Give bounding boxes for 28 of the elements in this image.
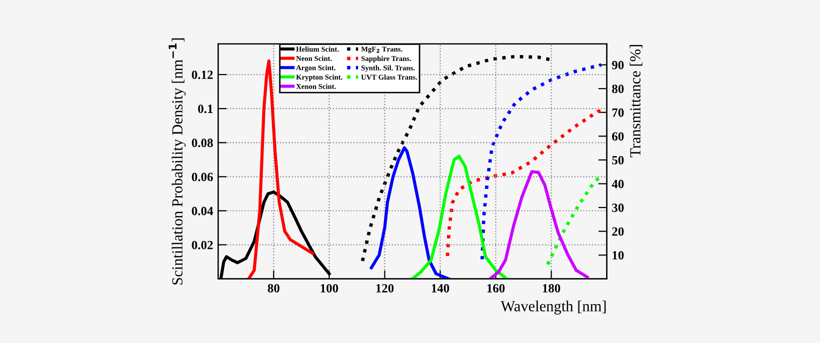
y2-tick-label: 90 [612, 60, 624, 70]
y-tick-label: 0.06 [192, 172, 213, 182]
y2-tick-label: 10 [612, 251, 624, 260]
line-series [410, 154, 508, 279]
y2-axis-title: Transmittance [%] [630, 45, 642, 158]
x-axis-title: Wavelength [nm] [500, 300, 606, 315]
y-tick-label: 0.08 [192, 138, 213, 148]
x-tick-label: 140 [432, 284, 450, 293]
x-tick-label: 180 [542, 284, 560, 293]
x-tick-label: 160 [487, 284, 505, 293]
y-axis-title: Scintillation Probability Density [nm$^{−1}$] [168, 38, 186, 284]
y2-tick-label: 70 [612, 108, 624, 117]
y-tick-label: 0.1 [198, 104, 213, 114]
x-tick-label: 100 [320, 284, 338, 293]
y2-tick-label: 60 [612, 132, 624, 141]
y2-tick-label: 30 [612, 204, 624, 212]
y-tick-label: 0.12 [192, 70, 213, 80]
y-tick-label: 0.02 [192, 240, 213, 250]
y2-tick-label: 20 [612, 227, 624, 236]
x-tick-label: 120 [376, 284, 394, 293]
line-series [488, 170, 589, 279]
y2-tick-label: 40 [612, 180, 624, 188]
y-tick-label: 0.04 [192, 206, 214, 216]
y2-tick-label: 50 [612, 156, 624, 164]
y2-tick-label: 80 [612, 84, 624, 94]
x-tick-label: 80 [268, 284, 280, 293]
line-series [370, 146, 450, 279]
line-series [480, 63, 603, 262]
